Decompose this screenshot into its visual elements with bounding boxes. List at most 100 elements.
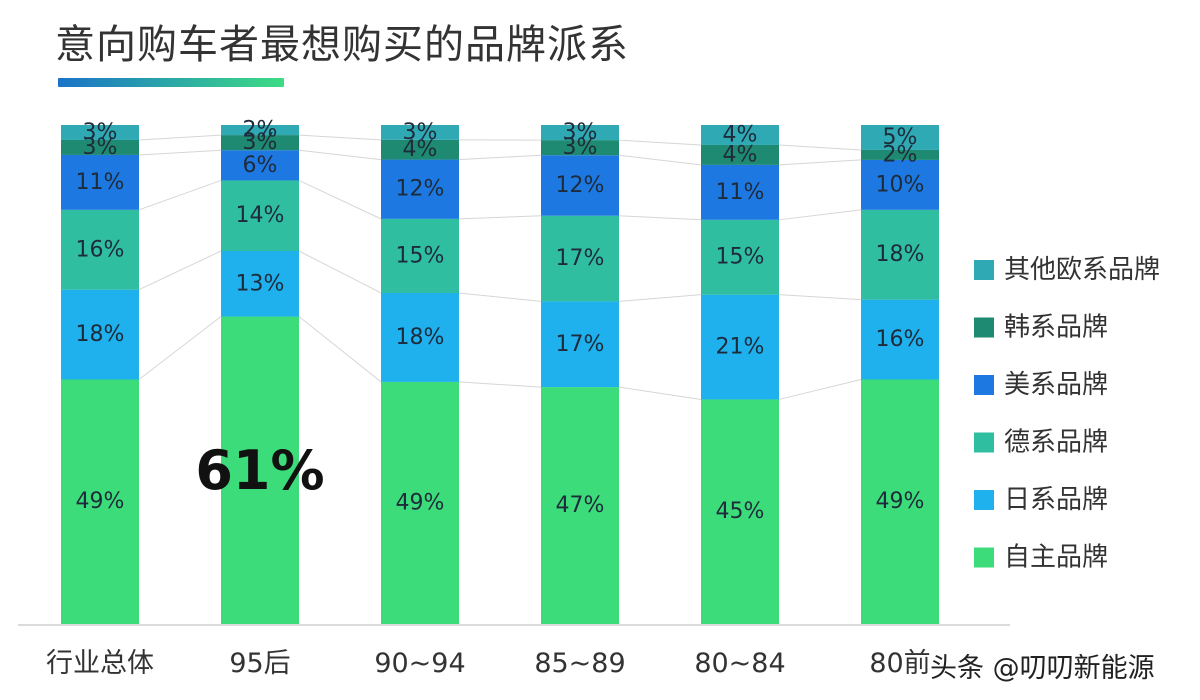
connector-lines (138, 134, 862, 400)
connector-line (618, 154, 702, 166)
bar-segment (541, 387, 619, 624)
bar-segment (221, 125, 299, 136)
segment-label: 11% (76, 170, 125, 195)
bar-segment (221, 135, 299, 151)
bar-segment (701, 294, 779, 400)
legend-label: 日系品牌 (1004, 485, 1108, 515)
bar-segment (61, 139, 139, 155)
connector-line (778, 294, 862, 301)
connector-line (458, 154, 542, 161)
segment-label: 47% (556, 493, 605, 518)
segment-label: 12% (556, 173, 605, 198)
segment-label: 17% (556, 246, 605, 271)
bar-segment (701, 399, 779, 624)
legend-swatch (974, 317, 994, 338)
connector-line (778, 379, 862, 400)
segment-label: 18% (76, 322, 125, 347)
connector-line (618, 215, 702, 221)
connector-line (618, 139, 702, 146)
bar-segment (221, 316, 299, 624)
bar-segment (541, 215, 619, 302)
bar-segment (701, 144, 779, 165)
segment-label: 49% (876, 489, 925, 514)
bar-segment (861, 379, 939, 624)
bar-segment (701, 164, 779, 220)
connector-line (138, 134, 222, 141)
connector-line (778, 144, 862, 151)
connector-line (458, 381, 542, 388)
bar-segment (381, 381, 459, 624)
x-axis-tick-labels: 行业总体 95后 90~94 85~89 80~84 80前 (46, 648, 931, 679)
bar-segment (61, 209, 139, 290)
connector-line (138, 250, 222, 291)
bar-segment (541, 125, 619, 141)
segment-label: 11% (716, 180, 765, 205)
segment-label: 21% (716, 335, 765, 360)
watermark: 头条 @叨叨新能源 (930, 653, 1155, 684)
segment-label: 18% (396, 325, 445, 350)
highlight-label: 61% (195, 439, 324, 502)
segment-label: 3% (563, 120, 598, 145)
bar-segment (861, 149, 939, 160)
segment-label: 18% (876, 242, 925, 267)
connector-line (298, 250, 382, 294)
bar-segment (861, 209, 939, 300)
segment-label: 3% (83, 120, 118, 145)
segment-label: 3% (403, 120, 438, 145)
bar-segment (381, 159, 459, 219)
legend-label: 自主品牌 (1004, 543, 1108, 573)
bar-segment (381, 218, 459, 293)
connector-line (618, 294, 702, 302)
connector-line (298, 134, 382, 141)
segment-label: 14% (236, 203, 285, 228)
segment-label: 17% (556, 332, 605, 357)
bar-segment (861, 299, 939, 380)
legend-label: 韩系品牌 (1004, 313, 1108, 343)
connector-line (778, 159, 862, 166)
bar-segment (541, 301, 619, 388)
bar-segment (701, 125, 779, 145)
legend-swatch (974, 375, 994, 395)
bar-segment (221, 150, 299, 181)
bar-segment (61, 289, 139, 380)
segment-label: 3% (243, 130, 278, 155)
bar-segment (861, 159, 939, 210)
segment-labels-layer: 49%18%16%11%3%3%61%13%14%6%3%2%49%18%15%… (76, 118, 925, 525)
connector-line (298, 149, 382, 161)
x-tick-label: 80~84 (694, 648, 785, 679)
connector-line (138, 179, 222, 211)
connector-line (778, 209, 862, 221)
segment-label: 15% (396, 243, 445, 268)
connector-line (298, 316, 382, 383)
connector-line (138, 316, 222, 380)
segment-label: 49% (396, 490, 445, 515)
x-tick-label: 行业总体 (46, 648, 154, 679)
connector-line (138, 149, 222, 156)
segment-label: 3% (83, 135, 118, 160)
bar-segment (541, 155, 619, 216)
segment-label: 2% (883, 142, 918, 167)
segment-label: 6% (243, 153, 278, 178)
legend-label: 德系品牌 (1004, 428, 1108, 458)
chart-title: 意向购车者最想购买的品牌派系 (55, 22, 629, 68)
x-tick-label: 95后 (229, 648, 290, 679)
segment-label: 4% (723, 122, 758, 147)
legend-swatch (974, 490, 994, 510)
segment-label: 13% (236, 271, 285, 296)
title-underline (58, 78, 284, 87)
connector-line (458, 215, 542, 220)
segment-label: 4% (403, 137, 438, 162)
connector-line (618, 386, 702, 400)
connector-line (458, 292, 542, 302)
bar-segment (381, 292, 459, 382)
bar-segment (381, 125, 459, 140)
bar-segment (861, 125, 939, 150)
segment-label: 15% (716, 245, 765, 270)
segment-label: 2% (243, 118, 278, 143)
segment-label: 5% (883, 125, 918, 150)
x-tick-label: 80前 (869, 648, 930, 679)
segment-label: 45% (716, 499, 765, 524)
bar-segment (381, 139, 459, 160)
bar-segment (61, 379, 139, 624)
segment-label: 49% (76, 489, 125, 514)
